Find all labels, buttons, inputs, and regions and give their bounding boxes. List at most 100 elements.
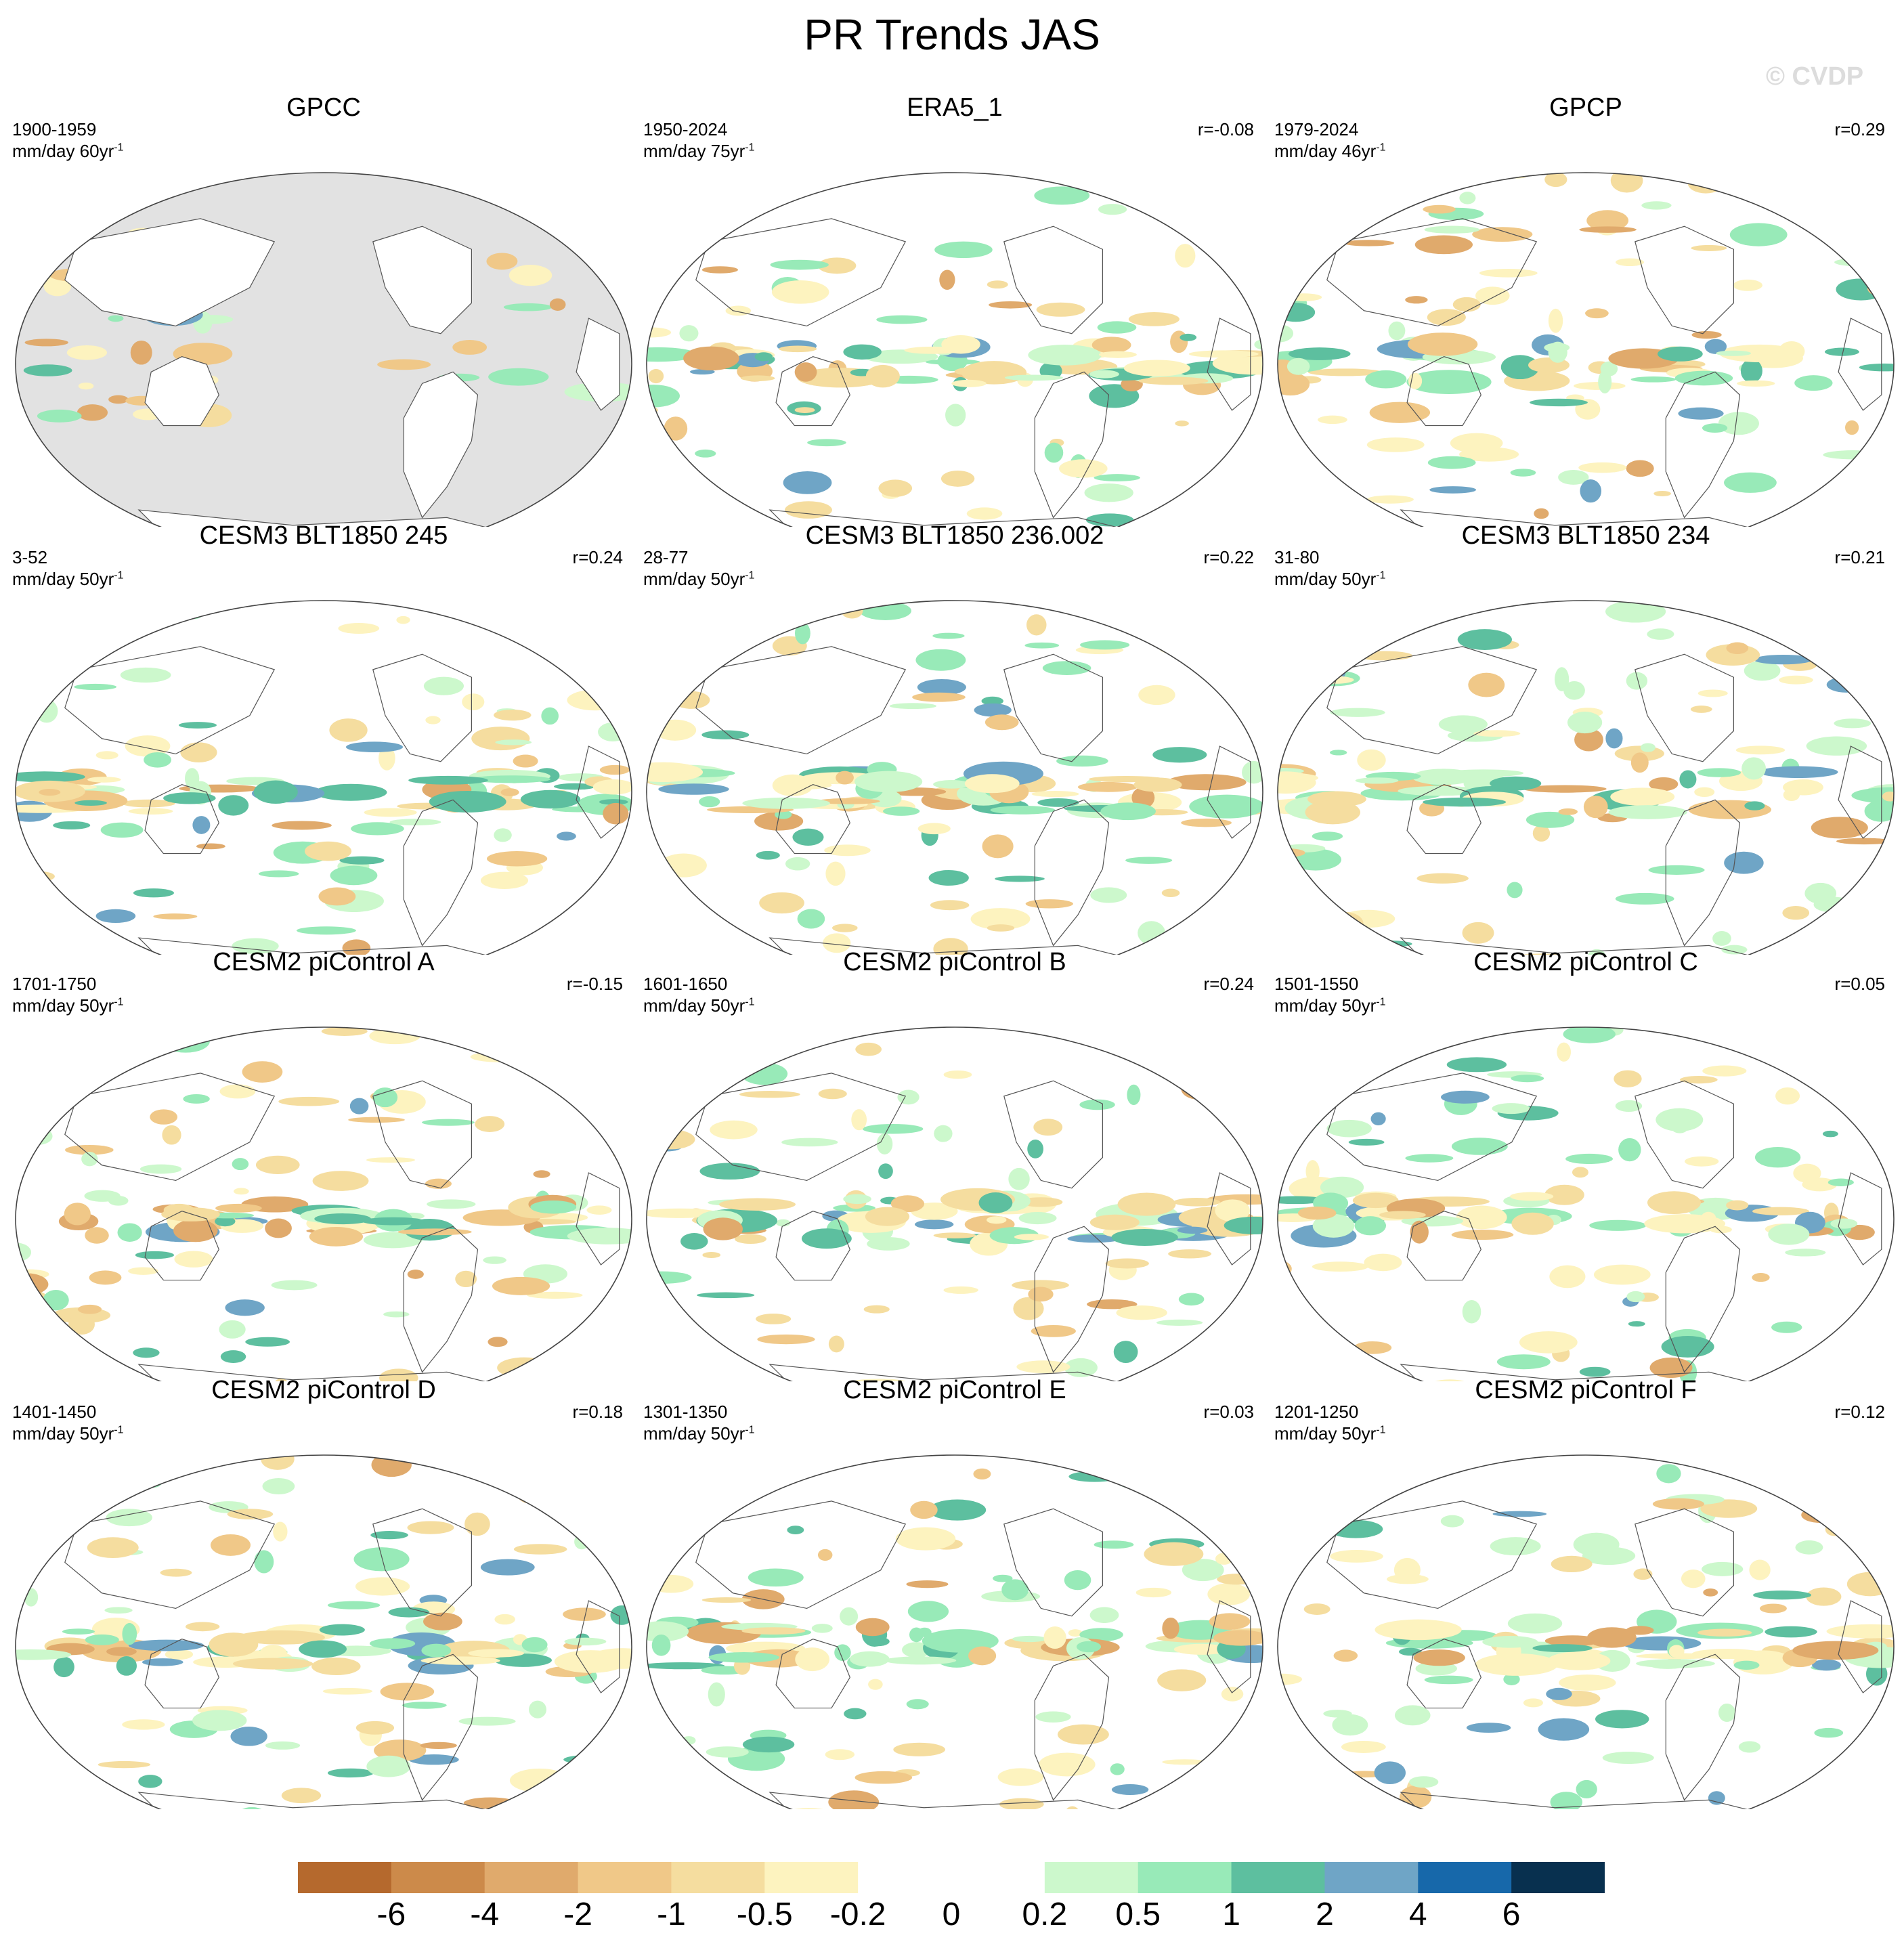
trend-blob [1500, 355, 1540, 380]
coastline [695, 218, 907, 327]
trend-blob [1738, 1741, 1761, 1753]
trend-blob [480, 1559, 535, 1576]
coastline [403, 1226, 479, 1373]
map-border [15, 1026, 632, 1381]
trend-blob [1544, 173, 1567, 188]
colorbar-box [1231, 1862, 1325, 1893]
colorbar-tick-label: 6 [1502, 1897, 1521, 1932]
trend-blob [1429, 486, 1477, 494]
colorbar-tick-label: 1 [1222, 1897, 1240, 1932]
trend-blob [509, 265, 553, 286]
trend-blob [1700, 1499, 1758, 1518]
trend-blob [1605, 728, 1623, 749]
trend-blob [651, 1634, 671, 1656]
trend-blob [549, 298, 566, 311]
trend-blob [309, 1227, 364, 1247]
trend-blob [24, 1127, 53, 1145]
trend-blob [1024, 642, 1060, 649]
trend-blob [1733, 1660, 1760, 1670]
trend-blob [299, 1640, 347, 1658]
map-background [16, 173, 632, 527]
trend-blob [974, 703, 1012, 717]
trend-blob [1297, 1206, 1337, 1220]
trend-blob [1702, 1561, 1744, 1576]
trend-blob [1472, 227, 1533, 242]
trend-blob [933, 938, 968, 955]
trend-blob [757, 1334, 815, 1345]
trend-blob [227, 1509, 274, 1519]
trend-blob [219, 1084, 256, 1099]
trend-blob [495, 739, 532, 745]
trend-blob [329, 718, 368, 742]
trend-blob [1824, 347, 1859, 356]
trend-blob [1405, 1154, 1454, 1163]
panel-units: mm/day 50yr-1 [643, 569, 755, 589]
trend-blob [1111, 1784, 1149, 1796]
trend-blob [1001, 1579, 1029, 1601]
trend-blob [1357, 749, 1386, 771]
trend-blob [1674, 370, 1733, 386]
trend-blob [1427, 456, 1476, 469]
trend-blob [486, 850, 548, 867]
trend-blob [878, 479, 913, 497]
trend-blob [1278, 1196, 1326, 1205]
trend-blob [1702, 1065, 1747, 1077]
trend-blob [1547, 1651, 1611, 1670]
trend-blob [1012, 1280, 1069, 1291]
trend-blob [1451, 1230, 1514, 1240]
coastline [372, 1080, 473, 1189]
trend-blob [1744, 801, 1765, 810]
coastline [372, 225, 473, 334]
trend-blob [1068, 1629, 1083, 1637]
trend-blob [43, 1289, 69, 1311]
trend-blob [1213, 1630, 1263, 1646]
trend-blob [1690, 706, 1712, 713]
trend-blob [383, 1311, 410, 1318]
trend-blob [1790, 1460, 1822, 1472]
trend-blob [1823, 450, 1883, 460]
trend-blob [1652, 1498, 1704, 1510]
trend-blob [1278, 622, 1309, 638]
trend-blob [868, 1679, 883, 1690]
trend-blob [135, 1251, 174, 1259]
panel-title: CESM3 BLT1850 236.002 [805, 521, 1104, 550]
trend-blob [338, 623, 380, 634]
trend-blob [480, 871, 529, 890]
cvdp-watermark: © CVDP [1766, 62, 1864, 91]
coastline [1838, 318, 1882, 411]
trend-blob [462, 693, 485, 711]
trend-blob [667, 1318, 687, 1335]
trend-blob [1292, 178, 1341, 190]
trend-blob [943, 1070, 972, 1079]
coastline [576, 1172, 620, 1266]
panel-correlation: r=0.24 [1203, 974, 1254, 994]
trend-blob [1772, 626, 1827, 633]
trend-blob [1765, 1626, 1817, 1638]
trend-blob [64, 1471, 91, 1483]
trend-blob [1037, 798, 1079, 807]
trend-blob [471, 727, 530, 751]
trend-blob [1882, 792, 1894, 802]
trend-blob [429, 790, 506, 813]
trend-blob [1822, 1130, 1838, 1138]
trend-blob [1466, 1723, 1511, 1733]
colorbar-tick-label: 2 [1316, 1897, 1334, 1932]
trend-blob [836, 771, 854, 785]
trend-blob [1192, 1089, 1246, 1099]
colorbar-tick-label: 0.2 [1022, 1897, 1068, 1932]
trend-blob [64, 1203, 91, 1226]
trend-blob [1059, 459, 1108, 478]
trend-blob [327, 1601, 381, 1609]
trend-blob [876, 1133, 893, 1154]
trend-blob [1116, 1305, 1167, 1320]
trend-blob [389, 819, 441, 825]
coastline [403, 1653, 479, 1801]
trend-blob [1462, 922, 1494, 944]
trend-blob [1025, 899, 1073, 909]
panel-units: mm/day 50yr-1 [1274, 995, 1386, 1016]
trend-blob [1416, 873, 1469, 884]
trend-blob [218, 795, 249, 816]
trend-blob [483, 1256, 506, 1264]
trend-blob [1801, 1507, 1840, 1523]
panel-title: CESM3 BLT1850 245 [199, 521, 448, 550]
